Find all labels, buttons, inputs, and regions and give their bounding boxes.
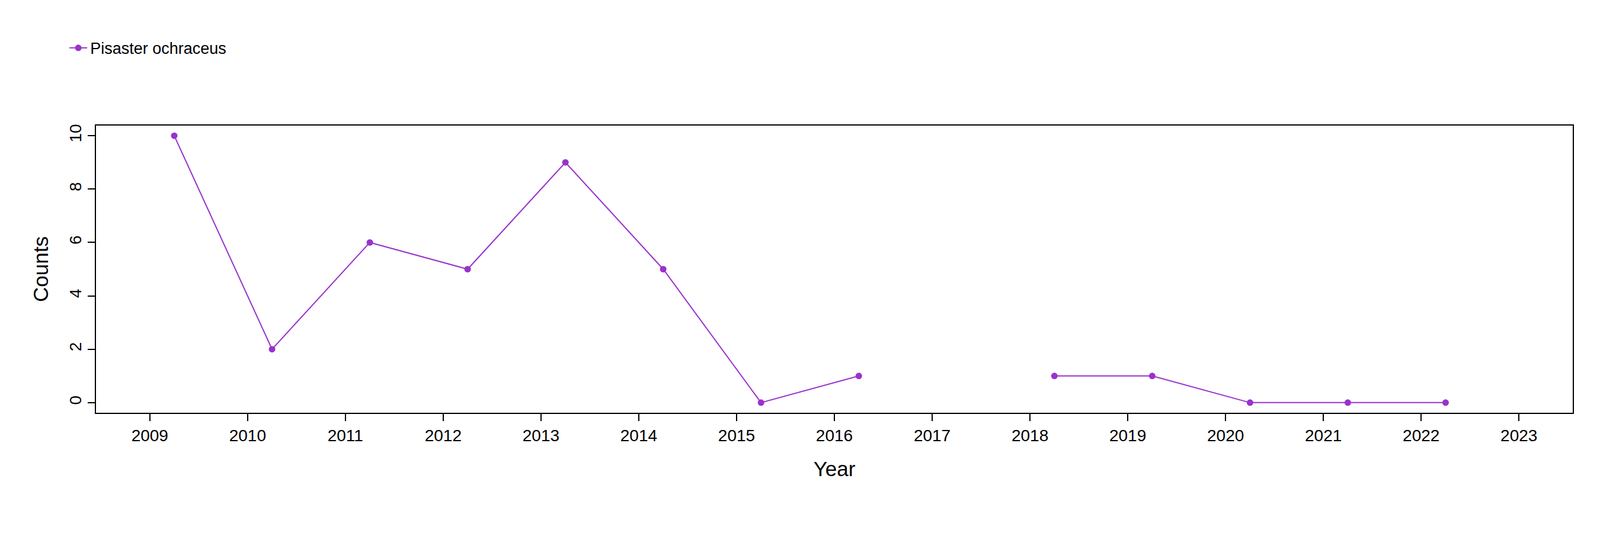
svg-text:2: 2 [66,342,85,352]
svg-text:Counts: Counts [29,236,53,303]
svg-text:2021: 2021 [1304,426,1342,446]
svg-text:2022: 2022 [1402,426,1440,446]
svg-text:2019: 2019 [1109,426,1147,446]
svg-text:2013: 2013 [522,426,560,446]
svg-text:2023: 2023 [1500,426,1538,446]
svg-text:6: 6 [66,235,85,245]
svg-text:4: 4 [66,289,85,299]
svg-text:2017: 2017 [913,426,951,446]
svg-text:Pisaster ochraceus: Pisaster ochraceus [90,39,227,58]
svg-text:8: 8 [66,181,85,192]
svg-text:2014: 2014 [620,426,658,446]
svg-text:2009: 2009 [131,426,169,446]
svg-text:Year: Year [813,457,856,481]
svg-text:2016: 2016 [816,426,853,446]
svg-text:2015: 2015 [718,426,755,446]
svg-text:2020: 2020 [1207,426,1244,446]
svg-text:2018: 2018 [1011,426,1049,446]
svg-text:2010: 2010 [229,426,267,446]
svg-text:10: 10 [66,123,85,143]
svg-text:2012: 2012 [424,426,462,446]
svg-text:0: 0 [66,395,85,406]
svg-text:2011: 2011 [327,426,364,446]
